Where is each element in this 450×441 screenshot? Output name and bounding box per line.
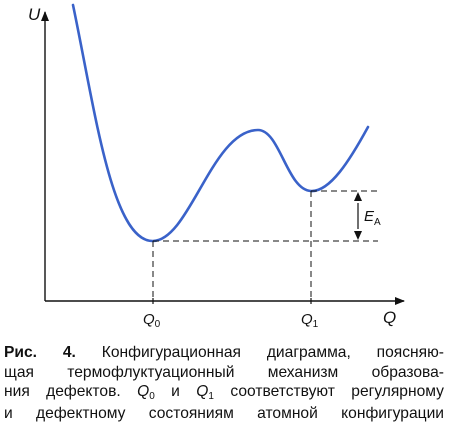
q1-label: Q1 [301,311,319,330]
caption-line-1: Рис. 4. Конфигурационная диаграмма, пояс… [4,343,444,363]
x-axis-label: Q [383,308,396,327]
caption-q1-symbol: Q1 [196,383,214,402]
caption-line-4: и дефектному состояниям атомной конфигур… [4,404,444,422]
caption-line-3: ния дефектов. Q0 и Q1 соответствуют регу… [4,382,444,404]
activation-energy-label: EA [364,208,381,228]
potential-energy-curve [71,3,370,243]
caption-q0-symbol: Q0 [137,383,155,402]
activation-energy-arrow-top [354,192,362,201]
caption-text-3a: ния дефектов. [4,383,121,400]
caption-and: и [171,383,180,400]
caption-figure-label: Рис. 4. [4,344,76,361]
q0-label: Q0 [143,311,161,330]
activation-energy-arrow-bottom [354,231,362,240]
caption-text-3b: соответствуют регулярному [230,383,444,400]
y-axis-label: U [28,5,41,24]
configuration-diagram: U Q EA Q0 Q1 [28,3,405,330]
caption-text-1: Конфигурационная диаграмма, поясняю- [101,344,444,361]
caption-line-2: щая термофлуктуационный механизм образов… [4,363,444,381]
figure-caption: Рис. 4. Конфигурационная диаграмма, пояс… [4,343,444,423]
